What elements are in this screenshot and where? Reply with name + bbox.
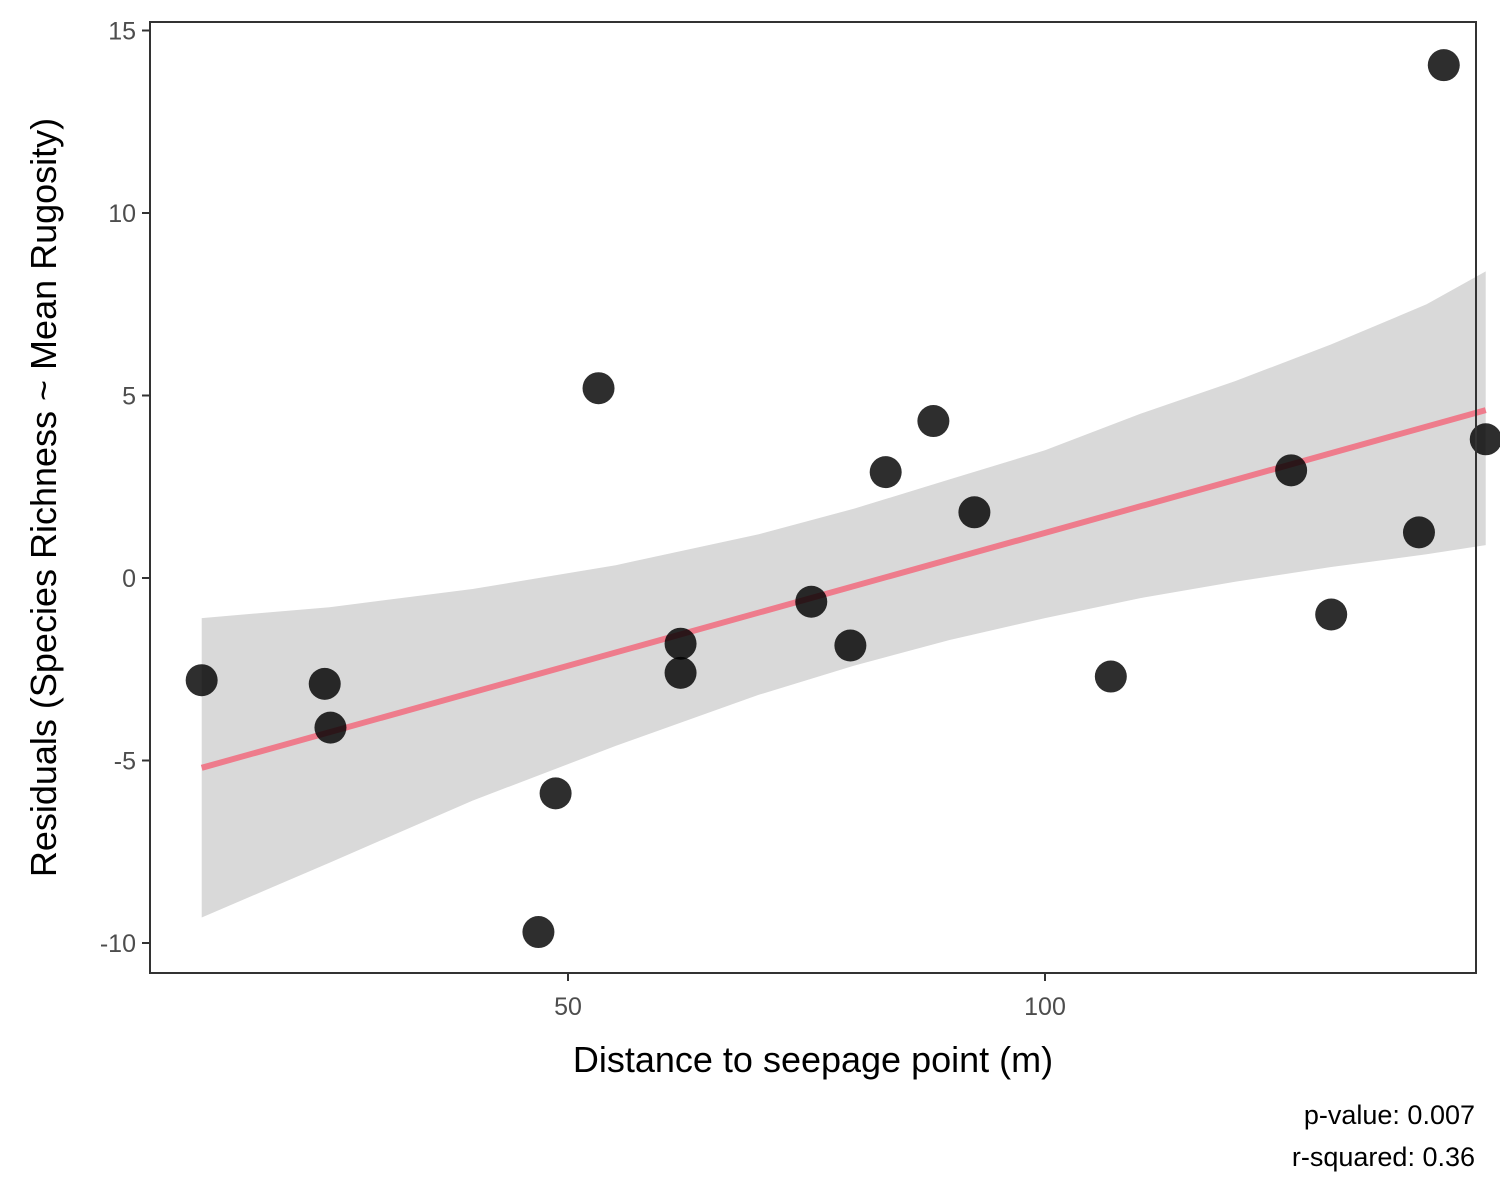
data-point — [1469, 423, 1500, 456]
x-axis-title: Distance to seepage point (m) — [573, 1039, 1053, 1080]
p-value-annotation: p-value: 0.007 — [1303, 1100, 1475, 1130]
panel-border — [149, 21, 1477, 974]
y-tick-label: 5 — [122, 383, 136, 411]
data-point — [795, 585, 828, 618]
points-layer — [185, 49, 1500, 949]
data-point — [522, 916, 555, 949]
data-point — [917, 405, 950, 438]
data-point — [539, 777, 572, 810]
data-point — [1094, 660, 1127, 693]
y-axis: -10 -5 0 5 10 15 — [100, 18, 150, 958]
data-point — [314, 711, 347, 744]
x-axis: 50 100 — [554, 973, 1066, 1021]
data-point — [958, 496, 991, 529]
data-point — [1402, 516, 1435, 549]
data-point — [869, 456, 902, 489]
r-squared-annotation: r-squared: 0.36 — [1291, 1142, 1475, 1172]
y-tick-label: -5 — [114, 748, 136, 776]
y-axis-title: Residuals (Species Richness ~ Mean Rugos… — [23, 118, 64, 877]
confidence-band — [201, 271, 1486, 918]
data-point — [834, 629, 867, 662]
y-tick-label: 10 — [108, 200, 136, 228]
regression-line — [200, 407, 1487, 771]
data-point — [582, 372, 615, 405]
data-point — [1315, 598, 1348, 631]
x-tick-label: 50 — [554, 993, 582, 1021]
data-point — [664, 656, 697, 689]
x-tick-label: 100 — [1024, 993, 1066, 1021]
y-tick-label: -10 — [100, 930, 136, 958]
data-point — [1427, 49, 1460, 82]
data-point — [1275, 454, 1308, 487]
y-tick-label: 15 — [108, 18, 136, 46]
data-point — [185, 664, 218, 697]
confidence-band-layer — [201, 271, 1486, 918]
fit-line-layer — [200, 407, 1487, 771]
data-point — [308, 667, 341, 700]
y-tick-label: 0 — [122, 565, 136, 593]
data-point — [664, 627, 697, 660]
